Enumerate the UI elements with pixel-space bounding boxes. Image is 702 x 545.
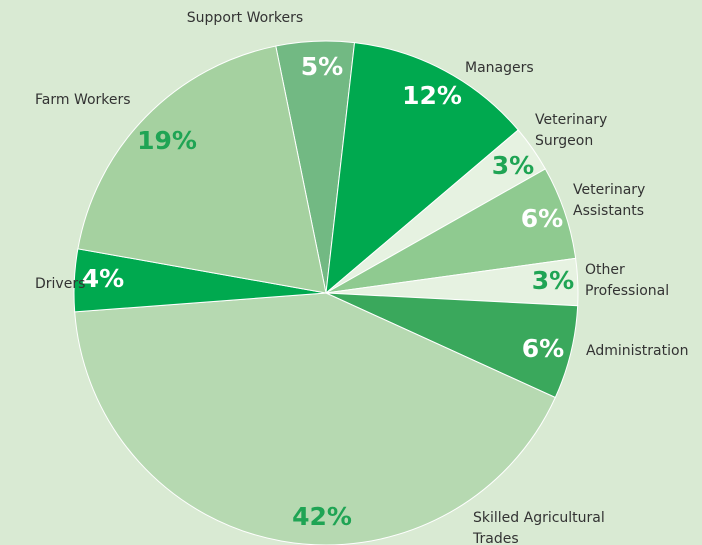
pie-slice — [77, 45, 327, 294]
percent-label: 3% — [532, 266, 574, 295]
percent-label: 5% — [301, 52, 343, 81]
category-label: Other Professional — [585, 262, 669, 299]
category-label: Skilled Agricultural Trades — [472, 510, 605, 545]
category-label: Managers — [465, 60, 534, 76]
category-label: Drivers — [35, 276, 85, 292]
percent-label: 19% — [137, 126, 197, 155]
category-label: Support Workers — [187, 10, 303, 26]
percent-label: 6% — [522, 334, 564, 363]
category-label: Farm Workers — [35, 92, 131, 108]
percent-label: 3% — [492, 151, 534, 180]
percent-label: 6% — [521, 204, 563, 233]
percent-label: 4% — [82, 264, 124, 293]
category-label: Administration — [586, 343, 688, 359]
category-label: Veterinary Surgeon — [535, 112, 607, 149]
pie-slice — [74, 292, 556, 545]
percent-label: 12% — [402, 81, 462, 110]
pie-slice — [325, 42, 519, 295]
percent-label: 42% — [292, 502, 352, 531]
category-label: Veterinary Assistants — [573, 182, 645, 219]
